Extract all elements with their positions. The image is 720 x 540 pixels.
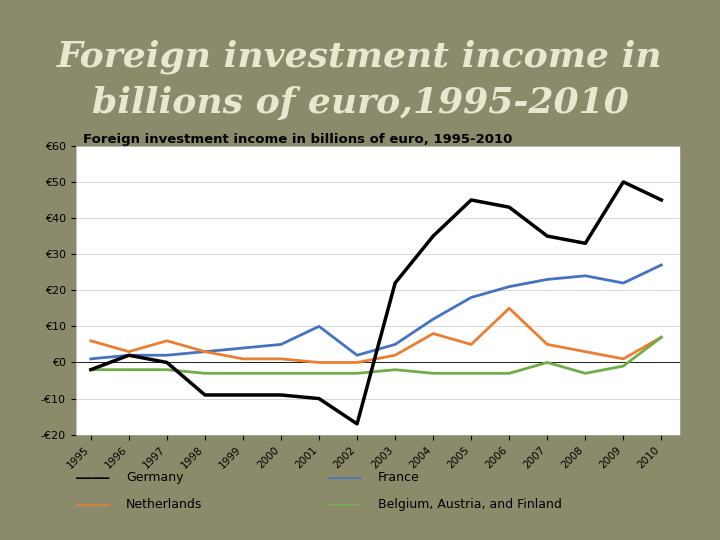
Text: Netherlands: Netherlands <box>126 498 202 511</box>
Text: Belgium, Austria, and Finland: Belgium, Austria, and Finland <box>378 498 562 511</box>
Text: ————: ———— <box>328 471 361 485</box>
Text: ————: ———— <box>76 471 109 485</box>
Text: Germany: Germany <box>126 471 184 484</box>
Text: France: France <box>378 471 420 484</box>
Text: billions of euro,1995-2010: billions of euro,1995-2010 <box>91 86 629 119</box>
Text: ————: ———— <box>76 498 109 512</box>
Text: ————: ———— <box>328 498 361 512</box>
Text: Foreign investment income in billions of euro, 1995-2010: Foreign investment income in billions of… <box>83 133 512 146</box>
Text: Foreign investment income in: Foreign investment income in <box>57 39 663 74</box>
